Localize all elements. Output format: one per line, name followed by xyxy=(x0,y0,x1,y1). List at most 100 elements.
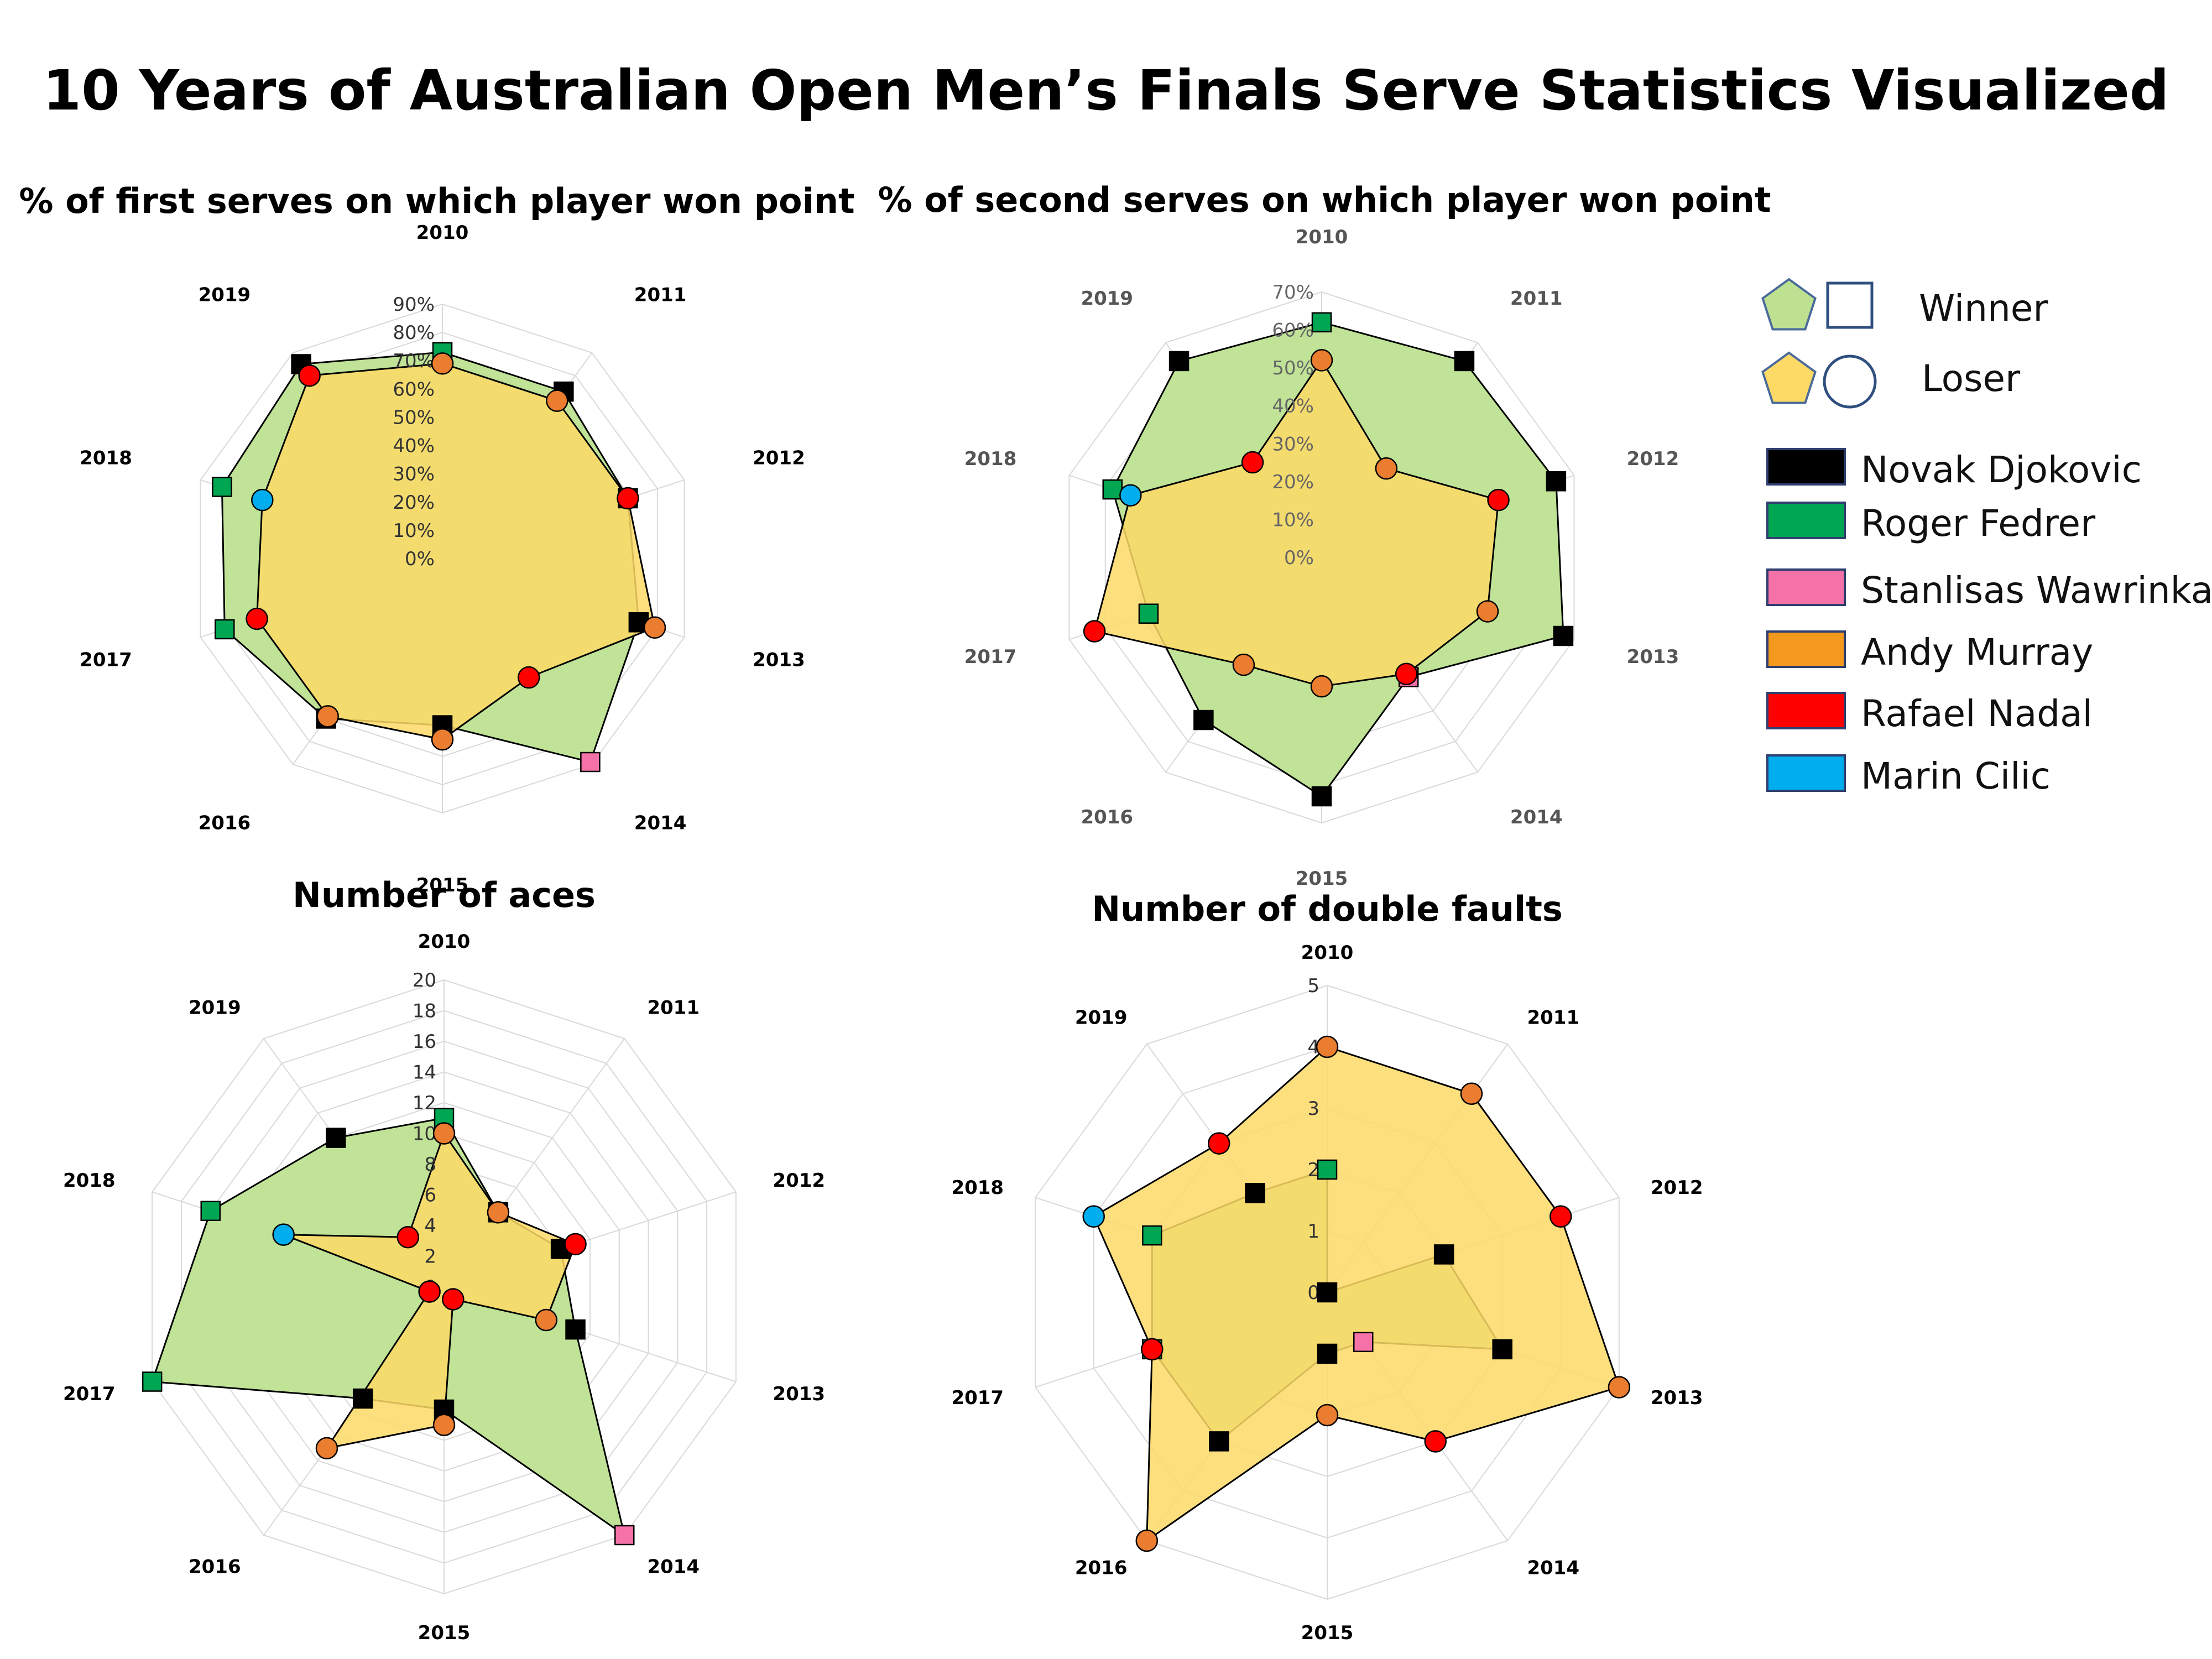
tick-label: 18 xyxy=(413,1000,436,1022)
loser-marker xyxy=(1375,457,1398,480)
loser-marker xyxy=(1395,662,1418,686)
tick-label: 6 xyxy=(424,1185,436,1207)
loser-marker xyxy=(1083,620,1106,643)
tick-label: 1 xyxy=(1307,1220,1319,1243)
category-label: 2018 xyxy=(964,448,1017,470)
loser-marker xyxy=(431,352,454,375)
loser-marker xyxy=(1119,484,1142,507)
loser-marker xyxy=(432,1413,456,1436)
category-label: 2019 xyxy=(189,997,241,1019)
loser-marker xyxy=(397,1225,420,1249)
tick-label: 10% xyxy=(1272,509,1314,531)
loser-marker xyxy=(1316,1035,1339,1058)
tick-label: 0% xyxy=(1284,547,1314,569)
loser-marker xyxy=(1316,1404,1339,1427)
category-label: 2010 xyxy=(1296,226,1348,248)
tick-label: 20 xyxy=(413,969,436,992)
winner-marker xyxy=(565,1319,586,1340)
loser-marker xyxy=(316,705,339,728)
category-label: 2014 xyxy=(1510,806,1563,828)
loser-marker xyxy=(617,487,639,510)
loser-marker xyxy=(246,607,268,630)
loser-marker xyxy=(1208,1132,1230,1155)
winner-marker xyxy=(1553,625,1574,646)
loser-marker xyxy=(546,389,568,412)
legend: Winner Loser Novak Djokovic Roger Fedrer Sta… xyxy=(1761,278,2212,797)
category-label: 2014 xyxy=(1527,1557,1579,1579)
legend-winner-label: Winner xyxy=(1919,287,2048,330)
legend-swatch xyxy=(1766,692,1846,729)
loser-marker xyxy=(487,1201,510,1224)
category-label: 2012 xyxy=(753,447,805,469)
category-label: 2012 xyxy=(1627,448,1679,470)
loser-marker xyxy=(1082,1205,1105,1228)
loser-marker xyxy=(564,1233,587,1256)
tick-label: 40% xyxy=(393,435,435,457)
tick-label: 2 xyxy=(424,1246,436,1268)
winner-pentagon-icon xyxy=(1761,278,1817,331)
chart-title: % of second serves on which player won p… xyxy=(878,180,1771,220)
winner-marker xyxy=(1546,471,1567,492)
loser-marker xyxy=(418,1280,441,1303)
category-label: 2018 xyxy=(63,1170,116,1192)
loser-marker xyxy=(1608,1376,1631,1399)
loser-circle-icon xyxy=(1823,354,1877,409)
category-label: 2013 xyxy=(753,649,805,671)
loser-marker xyxy=(1487,488,1510,512)
category-label: 2018 xyxy=(80,447,132,469)
winner-marker xyxy=(1433,1244,1454,1265)
category-label: 2015 xyxy=(418,1622,471,1644)
category-label: 2017 xyxy=(964,646,1017,668)
winner-marker xyxy=(200,1201,221,1222)
category-label: 2015 xyxy=(1296,868,1348,890)
tick-label: 12 xyxy=(413,1092,436,1114)
winner-marker xyxy=(1353,1332,1374,1353)
legend-player-label: Roger Fedrer xyxy=(1861,502,2096,545)
category-label: 2011 xyxy=(634,284,687,306)
loser-marker xyxy=(1135,1529,1159,1552)
category-label: 2019 xyxy=(1081,288,1133,310)
category-label: 2016 xyxy=(1075,1557,1128,1579)
legend-player-label: Marin Cilic xyxy=(1861,755,2051,797)
winner-marker xyxy=(1317,1282,1338,1303)
tick-label: 90% xyxy=(393,294,435,316)
loser-pentagon-icon xyxy=(1761,351,1817,404)
loser-marker xyxy=(1424,1430,1447,1453)
winner-marker xyxy=(215,619,235,640)
tick-label: 4 xyxy=(424,1215,436,1237)
winner-marker xyxy=(1454,351,1475,372)
legend-swatch xyxy=(1766,448,1846,486)
category-label: 2017 xyxy=(63,1383,116,1405)
loser-marker xyxy=(1141,1338,1164,1361)
loser-marker xyxy=(643,616,666,639)
category-label: 2010 xyxy=(416,222,469,244)
tick-label: 3 xyxy=(1307,1098,1319,1120)
winner-marker xyxy=(1492,1339,1512,1360)
chart-first-serve: % of first serves on which player won po… xyxy=(19,181,854,896)
main-title: 10 Years of Australian Open Men’s Finals… xyxy=(43,58,2169,123)
loser-marker xyxy=(431,728,454,751)
legend-player-label: Stanlisas Wawrinka xyxy=(1861,569,2212,612)
tick-label: 5 xyxy=(1307,975,1319,997)
category-label: 2016 xyxy=(199,812,251,834)
category-label: 2015 xyxy=(416,874,469,896)
category-label: 2017 xyxy=(80,649,132,671)
category-label: 2012 xyxy=(773,1170,825,1192)
loser-marker xyxy=(315,1437,338,1460)
tick-label: 0 xyxy=(1307,1282,1319,1304)
loser-marker xyxy=(535,1308,557,1332)
chart-title: Number of aces xyxy=(293,875,596,915)
chart-title: % of first serves on which player won po… xyxy=(19,181,854,221)
loser-marker xyxy=(1310,675,1333,698)
winner-marker xyxy=(1138,603,1159,624)
loser-marker xyxy=(1460,1082,1483,1105)
tick-label: 30% xyxy=(1272,433,1314,455)
winner-marker xyxy=(1245,1183,1265,1203)
category-label: 2011 xyxy=(1510,288,1563,310)
tick-label: 80% xyxy=(393,322,435,344)
category-label: 2013 xyxy=(1627,646,1679,668)
tick-label: 60% xyxy=(1272,320,1314,342)
category-label: 2019 xyxy=(1075,1006,1128,1029)
category-label: 2019 xyxy=(199,284,251,306)
